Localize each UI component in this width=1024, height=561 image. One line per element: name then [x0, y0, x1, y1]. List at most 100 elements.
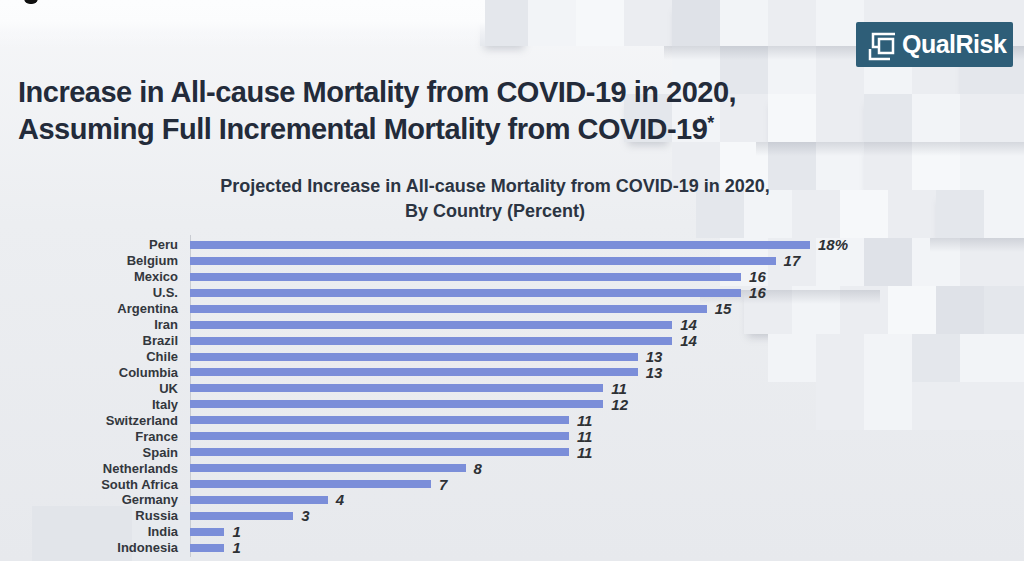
category-label: Peru	[0, 237, 190, 252]
bar	[190, 257, 776, 265]
qualrisk-icon	[864, 27, 898, 63]
bar-row-peru: Peru 18%	[0, 237, 1024, 253]
value-label: 14	[680, 332, 697, 349]
value-label: 8	[474, 460, 482, 477]
bar	[190, 321, 672, 329]
value-label: 13	[646, 364, 663, 381]
value-label: 13	[646, 348, 663, 365]
category-label: Indonesia	[0, 540, 190, 555]
background-tile	[960, 94, 1024, 142]
page-title: Increase in All-cause Mortality from COV…	[18, 74, 736, 152]
category-label: Brazil	[0, 333, 190, 348]
background-tile	[672, 0, 720, 46]
category-label: Columbia	[0, 365, 190, 380]
category-label: Netherlands	[0, 461, 190, 476]
category-label: Belgium	[0, 253, 190, 268]
bar	[190, 289, 741, 297]
value-label: 11	[577, 428, 593, 445]
bar	[190, 496, 328, 504]
bar	[190, 544, 224, 552]
bar-row-italy: Italy 12	[0, 396, 1024, 412]
category-label: Russia	[0, 508, 190, 523]
bar-row-iran: Iran 14	[0, 317, 1024, 333]
chart-title-line2: By Country (Percent)	[90, 199, 900, 224]
bar	[190, 384, 603, 392]
background-tile	[768, 0, 816, 46]
category-label: UK	[0, 381, 190, 396]
bar-row-u-s-: U.S.16	[0, 285, 1024, 301]
bar	[190, 448, 569, 456]
background-tile	[480, 0, 528, 46]
bar-row-netherlands: Netherlands 8	[0, 460, 1024, 476]
value-label: 15	[715, 300, 732, 317]
title-line1: Increase in All-cause Mortality from COV…	[18, 74, 736, 111]
chart-title: Projected Increase in All-cause Mortalit…	[90, 174, 900, 224]
background-band	[0, 0, 485, 50]
bar	[190, 353, 638, 361]
value-label: 18%	[818, 236, 848, 253]
background-tile	[624, 0, 672, 46]
background-tile	[816, 94, 864, 142]
background-tile	[720, 0, 768, 46]
bar-row-brazil: Brazil 14	[0, 333, 1024, 349]
category-label: India	[0, 524, 190, 539]
bar	[190, 512, 293, 520]
category-label: Switzerland	[0, 413, 190, 428]
bar-row-spain: Spain 11	[0, 444, 1024, 460]
bar-row-germany: Germany4	[0, 492, 1024, 508]
category-label: France	[0, 429, 190, 444]
background-tile	[912, 94, 960, 142]
value-label: 11	[577, 444, 593, 461]
background-tile	[528, 0, 576, 46]
bar-row-argentina: Argentina 15	[0, 301, 1024, 317]
bar-row-mexico: Mexico16	[0, 269, 1024, 285]
background-tile	[768, 94, 816, 142]
bar	[190, 368, 638, 376]
background-tile	[576, 0, 624, 46]
bar-row-france: France 11	[0, 428, 1024, 444]
value-label: 12	[611, 396, 628, 413]
value-label: 1	[232, 523, 240, 540]
category-label: Mexico	[0, 269, 190, 284]
category-label: Iran	[0, 317, 190, 332]
bar-row-russia: Russia 3	[0, 508, 1024, 524]
value-label: 14	[680, 316, 697, 333]
slide: QualRisk Increase in All-cause Mortality…	[0, 0, 1024, 561]
category-label: South Africa	[0, 477, 190, 492]
category-label: Argentina	[0, 301, 190, 316]
bar-row-belgium: Belgium17	[0, 253, 1024, 269]
bar	[190, 337, 672, 345]
bar	[190, 480, 431, 488]
bar-row-indonesia: Indonesia1	[0, 540, 1024, 556]
chart-title-line1: Projected Increase in All-cause Mortalit…	[90, 174, 900, 199]
bar-row-south-africa: South Africa 7	[0, 476, 1024, 492]
bar	[190, 273, 741, 281]
bar-row-columbia: Columbia 13	[0, 365, 1024, 381]
value-label: 7	[439, 476, 447, 493]
bar-row-india: India 1	[0, 524, 1024, 540]
background-tile	[864, 94, 912, 142]
category-label: Italy	[0, 397, 190, 412]
value-label: 11	[577, 412, 593, 429]
bar	[190, 416, 569, 424]
value-label: 4	[336, 491, 344, 508]
bar-row-switzerland: Switzerland 11	[0, 412, 1024, 428]
bar	[190, 305, 707, 313]
bar-chart: Peru18%Belgium17Mexico16U.S.16Argentina1…	[0, 237, 1024, 556]
bar	[190, 432, 569, 440]
category-label: U.S.	[0, 285, 190, 300]
background-tile	[984, 190, 1024, 238]
category-label: Spain	[0, 445, 190, 460]
category-label: Chile	[0, 349, 190, 364]
title-asterisk: *	[707, 113, 714, 133]
logo-text: QualRisk	[902, 30, 1006, 59]
background-tile	[936, 190, 984, 238]
bar	[190, 241, 810, 249]
bar-row-uk: UK 11	[0, 380, 1024, 396]
title-line2: Assuming Full Incremental Mortality from…	[18, 111, 736, 152]
bar-row-chile: Chile 13	[0, 349, 1024, 365]
value-label: 11	[611, 380, 627, 397]
bar	[190, 528, 224, 536]
background-tile-shadow	[756, 142, 1024, 156]
value-label: 3	[301, 507, 309, 524]
